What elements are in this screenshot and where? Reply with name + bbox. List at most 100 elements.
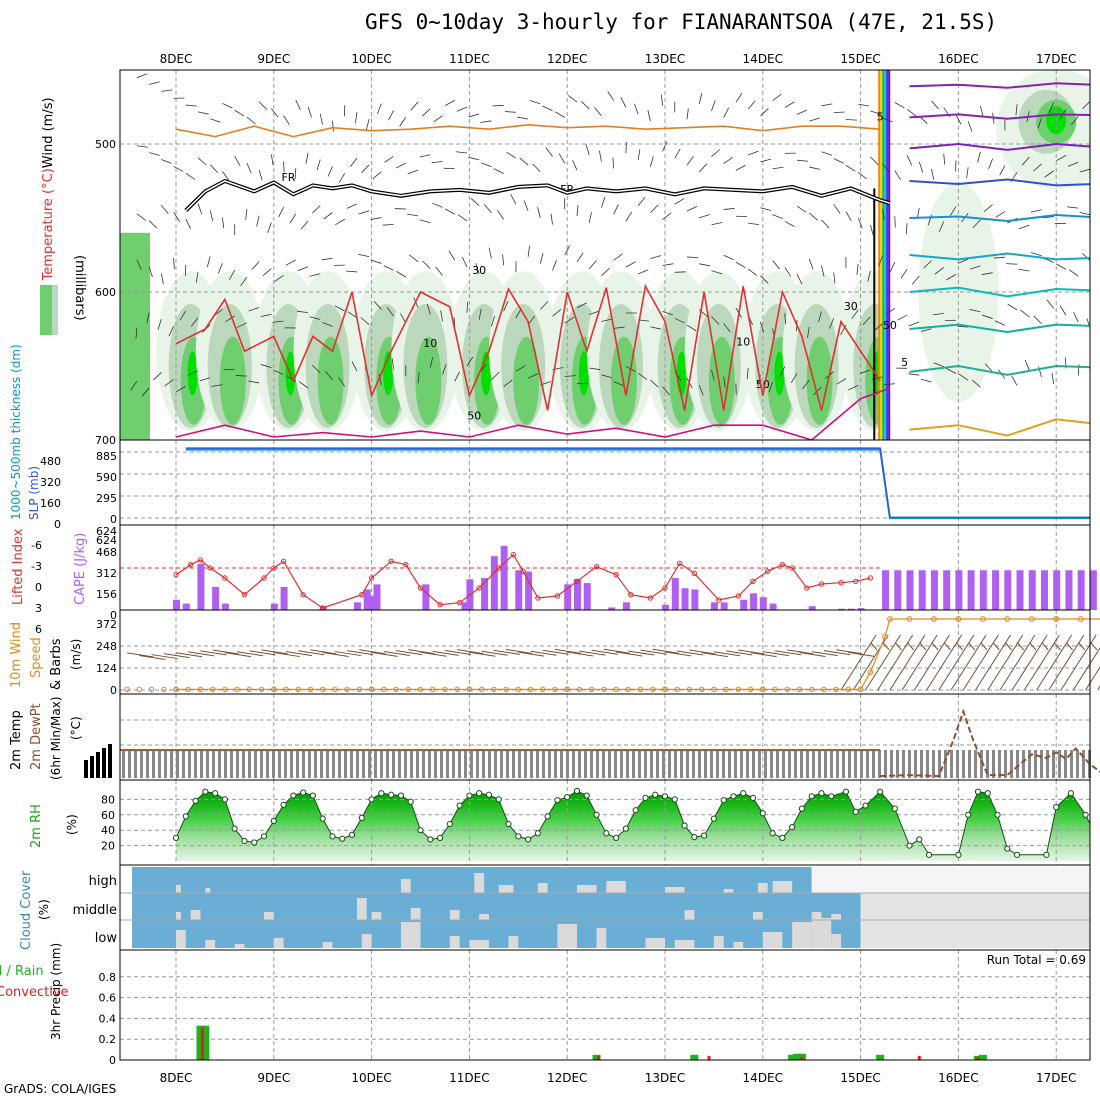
wind-barb	[225, 315, 235, 323]
rh2m-point	[231, 825, 238, 832]
wind-speed-point	[430, 686, 436, 692]
wind-barb	[157, 319, 162, 330]
temp-minmax-bar	[698, 750, 701, 778]
wind-speed-point	[491, 686, 497, 692]
temp-minmax-bar	[140, 750, 143, 778]
cloud-gap	[400, 879, 411, 893]
temp-minmax-bar	[824, 750, 827, 778]
temp-minmax-bar	[998, 750, 1001, 778]
pressure-tick-label: 600	[95, 286, 116, 299]
lifted-index-point	[496, 565, 502, 571]
wind-barb	[649, 156, 654, 167]
wind-barb	[283, 115, 290, 126]
wind-barb	[723, 208, 735, 210]
wind-barb	[870, 110, 882, 115]
thickness-axis-label: 1000~500mb thickness (dm)	[9, 344, 23, 520]
rh2m-point	[202, 788, 209, 795]
temp-minmax-bar	[812, 750, 815, 778]
precip-total-axis-label: Total / Rain	[0, 964, 44, 979]
wind-barb-flag	[968, 642, 976, 651]
wind-barb	[361, 164, 370, 174]
temp-minmax-bar	[176, 750, 179, 778]
lifted-index-point	[691, 570, 698, 577]
wind-barb	[957, 325, 969, 328]
cape-bar-late	[1040, 570, 1048, 610]
wind-barb-flag	[895, 642, 902, 651]
wind-barb	[686, 324, 697, 332]
wind-speed-point	[442, 686, 448, 692]
temp-minmax-bar	[818, 750, 821, 778]
wind-speed-axis-label: Speed	[29, 637, 44, 678]
wind-barb	[920, 328, 932, 332]
temp-minmax-bar	[776, 750, 779, 778]
temp-minmax-bar	[290, 750, 293, 778]
slp-tick-label: 0	[110, 513, 117, 526]
lifted-index-point	[764, 568, 771, 575]
temperature-line-late	[909, 252, 1090, 261]
temp-minmax-bar	[422, 750, 425, 778]
wind-barb	[1033, 315, 1042, 325]
temp-minmax-bar	[542, 750, 545, 778]
wind-barb	[466, 356, 474, 367]
precip-convective-bar	[707, 1055, 711, 1060]
wind-barb	[650, 204, 659, 214]
rh2m-point	[1053, 804, 1060, 811]
temp-minmax-bar	[158, 750, 161, 778]
cape-bar	[769, 603, 777, 610]
wind-barb	[836, 649, 863, 655]
wind-barb	[1072, 647, 1100, 691]
wind-barb	[311, 364, 321, 374]
wind-barb	[857, 217, 863, 229]
wind-barb	[149, 152, 160, 156]
cape-bar	[173, 599, 180, 610]
wind-barb	[136, 259, 142, 270]
wind-barb	[316, 159, 321, 171]
wind-barb	[185, 218, 192, 230]
wind-speed-point	[320, 686, 326, 692]
wind-speed-point	[1028, 616, 1035, 622]
temp-minmax-bar	[656, 750, 659, 778]
wind-barb	[248, 380, 260, 384]
wind-barb	[674, 198, 685, 205]
wind-barb	[686, 256, 699, 259]
wind-barb	[1082, 253, 1090, 261]
temp-minmax-bar	[974, 750, 977, 778]
wind-barb	[408, 649, 435, 655]
wind-barb	[540, 301, 549, 310]
wind-barb	[190, 317, 199, 327]
wind-speed-point	[307, 686, 314, 692]
temp-minmax-bar	[932, 750, 935, 778]
wind-barb	[322, 651, 349, 657]
wind-barb	[833, 111, 845, 114]
wind-barb	[735, 92, 743, 103]
wind-barb	[206, 256, 211, 268]
wind-barb	[345, 270, 357, 273]
wind-barb	[506, 151, 517, 159]
wind-barb	[272, 320, 284, 323]
dewpoint-axis-label: 2m DewPt	[29, 703, 44, 770]
wind-barb	[894, 102, 905, 109]
rh2m-point	[378, 790, 385, 797]
rh2m-point	[603, 830, 610, 837]
wind-barb	[607, 90, 614, 101]
thickness-line	[185, 448, 1090, 520]
wind-barb	[845, 119, 857, 121]
wind-barb	[469, 651, 496, 657]
wind-barb	[938, 634, 975, 691]
temp-minmax-bar	[524, 750, 527, 778]
wind-barb	[1006, 263, 1018, 265]
temperature-line-late	[909, 418, 1090, 437]
wind-barb	[502, 254, 505, 266]
wind-barb	[698, 163, 707, 173]
slp-axis-label: SLP (mb)	[27, 466, 41, 520]
wind-barb	[589, 310, 600, 316]
wind-barb	[588, 212, 592, 224]
cloud-gap	[557, 924, 577, 948]
wind-barb	[1051, 372, 1055, 384]
rh2m-point	[877, 788, 884, 795]
wind-speed-point	[552, 686, 558, 692]
wind-barb	[821, 103, 833, 107]
wind-barb	[493, 168, 504, 174]
temp-minmax-bar	[590, 750, 593, 778]
